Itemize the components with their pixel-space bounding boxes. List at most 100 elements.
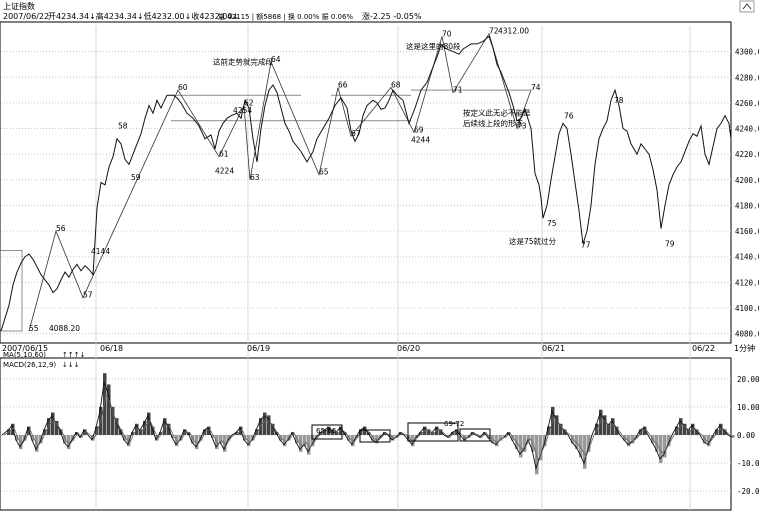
annotation-label: 70 bbox=[442, 29, 452, 38]
reference-box bbox=[0, 249, 23, 332]
macd-bar bbox=[615, 426, 619, 435]
annotation-label: 67 bbox=[351, 129, 361, 138]
annotation-label: 4088.20 bbox=[49, 324, 80, 333]
macd-bar bbox=[643, 426, 647, 435]
macd-bar bbox=[307, 435, 311, 455]
macd-bar bbox=[295, 435, 299, 444]
annotation-label: 64 bbox=[271, 55, 281, 64]
annotation-label: 78 bbox=[614, 96, 624, 105]
price-tick-label: 4100.00 bbox=[735, 304, 759, 313]
annotation-label: 75 bbox=[547, 219, 557, 228]
macd-bar bbox=[327, 426, 331, 435]
macd-bar bbox=[271, 423, 275, 435]
macd-bar bbox=[263, 412, 267, 435]
annotation-label: 66 bbox=[338, 81, 348, 90]
price-tick-label: 4240.00 bbox=[735, 125, 759, 134]
annotation-label: 69 bbox=[414, 125, 424, 134]
macd-bar bbox=[371, 435, 375, 441]
macd-bar bbox=[95, 426, 99, 435]
indicator-frame bbox=[0, 357, 732, 511]
macd-bar bbox=[683, 423, 687, 435]
date-label-0621: 06/21 bbox=[542, 344, 565, 353]
macd-bar bbox=[499, 435, 503, 441]
macd-dea-line bbox=[3, 393, 735, 462]
macd-bar bbox=[359, 429, 363, 435]
annotation-label: 59 bbox=[131, 173, 141, 182]
annotation-label: 58 bbox=[118, 122, 128, 131]
macd-bar bbox=[523, 435, 527, 452]
macd-bar bbox=[195, 435, 199, 450]
macd-bar bbox=[631, 435, 635, 444]
macd-label: MACD(26,12,9) bbox=[3, 361, 56, 369]
macd-bar bbox=[347, 435, 351, 441]
macd-bar bbox=[159, 432, 163, 435]
macd-bar bbox=[555, 415, 559, 435]
scroll-up-icon[interactable] bbox=[739, 0, 755, 13]
header-ohlc: 开4234.34↓高4234.34↓低4232.00↓收4232.00↓ bbox=[48, 11, 239, 21]
macd-bar bbox=[31, 435, 35, 441]
annotation-label: 60 bbox=[178, 83, 188, 92]
macd-bar bbox=[659, 435, 663, 464]
annotation-label: 这是75就过分 bbox=[509, 236, 557, 246]
macd-bar bbox=[579, 435, 583, 458]
macd-bar bbox=[559, 423, 563, 435]
macd-bar bbox=[679, 418, 683, 435]
macd-bar bbox=[603, 415, 607, 435]
period-label[interactable]: 1分钟 bbox=[734, 343, 755, 353]
macd-arrows: ↓↓↓ bbox=[62, 361, 80, 369]
macd-bar bbox=[311, 435, 315, 447]
macd-bar bbox=[63, 435, 67, 444]
macd-bar bbox=[331, 429, 335, 435]
macd-bar bbox=[611, 418, 615, 435]
annotation-label: 4144 bbox=[91, 247, 110, 256]
macd-bar bbox=[519, 435, 523, 458]
indicator-axis: -20.00 -10.00 0.00 10.00 20.00 bbox=[737, 375, 759, 496]
macd-bar bbox=[667, 435, 671, 447]
macd-boxes: 65-66 69-72 bbox=[311, 420, 491, 443]
price-line bbox=[0, 35, 732, 332]
date-label-0622: 06/22 bbox=[692, 344, 715, 353]
macd-bar bbox=[439, 429, 443, 435]
macd-bar bbox=[715, 429, 719, 435]
annotation-label: 74 bbox=[531, 83, 541, 92]
macd-bar bbox=[115, 418, 119, 435]
macd-bar bbox=[227, 435, 231, 441]
macd-bar bbox=[15, 435, 19, 441]
macd-bar bbox=[267, 415, 271, 435]
annotation-label: 77 bbox=[581, 241, 591, 250]
price-tick-label: 4120.00 bbox=[735, 278, 759, 287]
macd-bar bbox=[207, 426, 211, 435]
price-axis: 4080.00 4100.00 4120.00 4140.00 4160.00 4180.… bbox=[735, 48, 759, 339]
macd-bar bbox=[639, 429, 643, 435]
date-start: 2007/06/15 bbox=[2, 344, 48, 353]
annotation-label: 57 bbox=[83, 291, 93, 300]
annotation-label: 71 bbox=[453, 86, 463, 95]
macd-bar bbox=[183, 429, 187, 435]
ma-label: MA(5,10,60) bbox=[3, 351, 46, 359]
annotation-label: 76 bbox=[564, 111, 574, 120]
price-tick-label: 4220.00 bbox=[735, 150, 759, 159]
macd-tick-label: 0.00 bbox=[737, 431, 756, 440]
price-tick-label: 4300.00 bbox=[735, 48, 759, 57]
macd-tick-label: 20.00 bbox=[737, 375, 759, 384]
macd-bar bbox=[419, 432, 423, 435]
macd-bar bbox=[575, 435, 579, 450]
annotation-label: 55 bbox=[29, 324, 39, 333]
macd-bar bbox=[147, 412, 151, 435]
macd-bar bbox=[55, 420, 59, 435]
macd-bar bbox=[123, 435, 127, 441]
macd-bar bbox=[203, 429, 207, 435]
macd-bar bbox=[607, 423, 611, 435]
header-extra: 量 42115 | 额5868 | 换 0.00% 振 0.06% bbox=[218, 12, 353, 21]
macd-bar bbox=[255, 429, 259, 435]
macd-lines bbox=[1, 380, 735, 471]
macd-bar bbox=[471, 432, 475, 435]
price-series bbox=[0, 35, 732, 332]
annotation-label: 4312.00 bbox=[498, 27, 529, 36]
macd-tick-label: -20.00 bbox=[737, 487, 759, 496]
macd-bar bbox=[107, 384, 111, 435]
macd-bar bbox=[303, 435, 307, 447]
price-tick-label: 4140.00 bbox=[735, 253, 759, 262]
